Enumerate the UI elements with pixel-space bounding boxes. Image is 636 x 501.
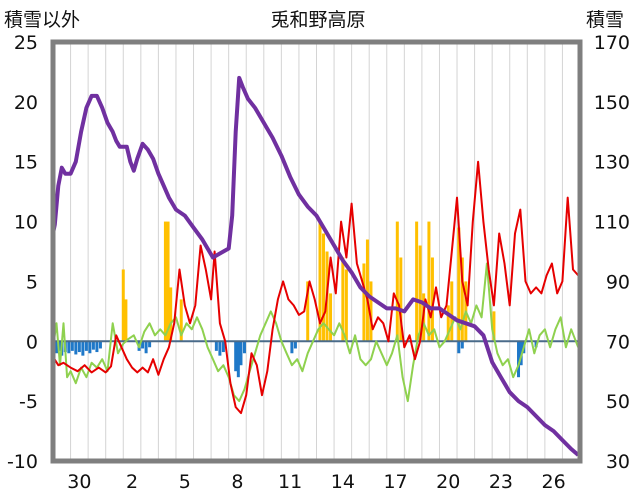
sunshine-bar: [306, 281, 310, 342]
left-tick-label: 25: [14, 32, 38, 54]
precip-bar: [457, 341, 461, 354]
right-tick-label: 90: [606, 271, 630, 293]
precip-bar: [214, 341, 218, 351]
right-tick-label: 170: [594, 32, 630, 54]
sunshine-bar: [399, 257, 403, 342]
precip-bar: [81, 341, 85, 356]
sunshine-bar: [121, 269, 125, 342]
precip-bar: [55, 341, 59, 354]
sunshine-bar: [492, 311, 496, 342]
precip-bar: [460, 341, 464, 349]
precip-bar: [144, 341, 148, 354]
left-tick-label: 10: [14, 212, 38, 234]
sunshine-bar: [124, 299, 128, 342]
precip-bar: [74, 341, 78, 355]
precip-bar: [98, 341, 102, 349]
precip-bar: [242, 341, 246, 354]
precip-bar: [95, 341, 99, 353]
precip-bar: [70, 341, 74, 351]
x-tick-label: 26: [542, 471, 566, 493]
x-tick-label: 14: [331, 471, 355, 493]
precip-bar: [84, 341, 88, 351]
x-tick-label: 8: [231, 471, 243, 493]
sunshine-bar: [344, 269, 348, 342]
line-series: [51, 75, 580, 457]
left-tick-label: 15: [14, 152, 38, 174]
sunshine-bar: [179, 299, 183, 342]
sunshine-bar: [369, 281, 373, 342]
left-axis-label: 積雪以外: [4, 9, 80, 31]
left-tick-label: 20: [14, 92, 38, 114]
precip-bar: [517, 341, 521, 378]
x-tick-label: 20: [436, 471, 460, 493]
humidity_index-line: [52, 262, 580, 403]
sunshine-bar: [365, 239, 369, 342]
x-tick-labels: 30 2 5 8 11 14 17 20 23 26: [67, 471, 565, 493]
precip-bar: [148, 341, 152, 348]
plot-frame: [50, 39, 583, 464]
precip-bar: [239, 341, 243, 366]
sunshine-bar: [362, 263, 366, 342]
left-tick-label: 0: [26, 331, 38, 353]
x-tick-label: 2: [126, 471, 138, 493]
x-tick-label: 30: [67, 471, 91, 493]
sunshine-bar: [318, 221, 322, 342]
right-tick-label: 30: [606, 451, 630, 473]
sunshine-bar: [430, 257, 434, 342]
left-tick-label: -10: [7, 451, 38, 473]
right-tick-labels: 30 50 70 90 110 130 150 170: [594, 32, 630, 473]
precip-bar: [236, 341, 240, 378]
chart-title: 兎和野高原: [270, 9, 365, 31]
sunshine-bar: [329, 293, 333, 342]
temperature-line: [52, 160, 579, 415]
sunshine-bar: [446, 305, 450, 342]
sunshine-bar: [163, 221, 167, 342]
precip-bar: [221, 341, 225, 353]
precip-bar: [234, 341, 238, 372]
right-tick-label: 50: [606, 391, 630, 413]
sunshine-bar: [395, 221, 399, 342]
precip-bar: [218, 341, 222, 356]
right-axis-label: 積雪: [586, 9, 624, 31]
sunshine-bar: [322, 233, 326, 342]
precip-bar: [77, 341, 81, 353]
left-tick-label: 5: [26, 271, 38, 293]
x-tick-label: 17: [383, 471, 407, 493]
sunshine-bar: [166, 221, 170, 342]
precip-bar: [290, 341, 294, 354]
precip-bar: [67, 341, 71, 354]
left-tick-label: -5: [19, 391, 38, 413]
sunshine-bar: [418, 245, 422, 342]
right-tick-label: 130: [594, 152, 630, 174]
x-tick-label: 11: [278, 471, 302, 493]
sunshine-bar: [415, 221, 419, 342]
sunshine-bar: [450, 281, 454, 342]
sunshine-bar: [457, 227, 461, 342]
sunshine-bar: [427, 221, 431, 342]
precip-bar: [293, 341, 297, 349]
x-tick-label: 23: [489, 471, 513, 493]
sunshine-bar: [169, 287, 173, 342]
left-tick-labels: -10 -5 0 5 10 15 20 25: [7, 32, 38, 473]
right-tick-label: 110: [594, 212, 630, 234]
right-tick-label: 70: [606, 331, 630, 353]
right-tick-label: 150: [594, 92, 630, 114]
plot-border: [50, 39, 583, 464]
sunshine-bar: [460, 257, 464, 342]
snow_depth-line: [51, 75, 580, 457]
precip-bar: [88, 341, 92, 354]
precip-bar: [141, 341, 145, 349]
sunshine-bar: [341, 257, 345, 342]
x-tick-label: 5: [179, 471, 191, 493]
precip-bar: [91, 341, 95, 350]
